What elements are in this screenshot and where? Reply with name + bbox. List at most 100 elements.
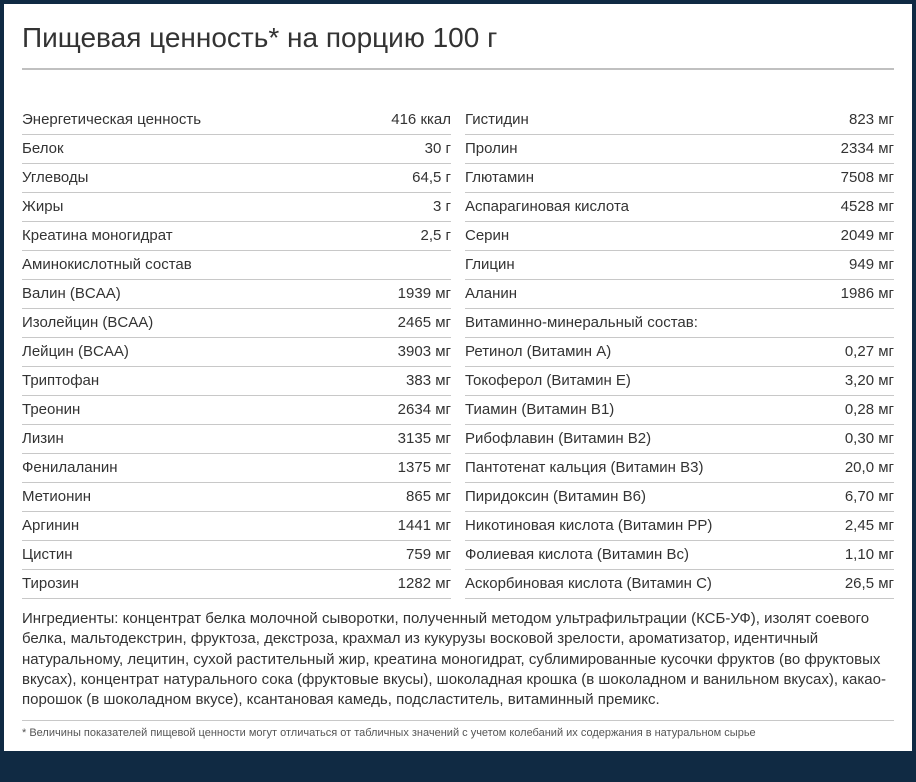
nutrition-row: Витаминно-минеральный состав:: [465, 309, 894, 338]
nutrition-label: Никотиновая кислота (Витамин PP): [465, 517, 712, 534]
nutrition-value: 759 мг: [406, 546, 451, 563]
nutrition-label: Триптофан: [22, 372, 99, 389]
nutrition-label: Пролин: [465, 140, 518, 157]
nutrition-label: Изолейцин (BCAA): [22, 314, 153, 331]
nutrition-row: Креатина моногидрат 2,5 г: [22, 222, 451, 251]
nutrition-label: Аминокислотный состав: [22, 256, 192, 273]
nutrition-row: Аминокислотный состав: [22, 251, 451, 280]
nutrition-value: 416 ккал: [391, 111, 451, 128]
nutrition-value: 20,0 мг: [845, 459, 894, 476]
nutrition-label: Метионин: [22, 488, 91, 505]
nutrition-label: Аскорбиновая кислота (Витамин C): [465, 575, 712, 592]
nutrition-row: Рибофлавин (Витамин B2) 0,30 мг: [465, 425, 894, 454]
nutrition-label: Пантотенат кальция (Витамин B3): [465, 459, 703, 476]
ingredients-text: Ингредиенты: концентрат белка молочной с…: [22, 599, 894, 720]
nutrition-row: Цистин 759 мг: [22, 541, 451, 570]
nutrition-label: Углеводы: [22, 169, 88, 186]
nutrition-value: 6,70 мг: [845, 488, 894, 505]
nutrition-value: 1282 мг: [398, 575, 451, 592]
nutrition-value: 3,20 мг: [845, 372, 894, 389]
nutrition-row: Глютамин 7508 мг: [465, 164, 894, 193]
nutrition-row: Энергетическая ценность416 ккал: [22, 106, 451, 135]
nutrition-row: Триптофан 383 мг: [22, 367, 451, 396]
nutrition-label: Ретинол (Витамин A): [465, 343, 611, 360]
nutrition-label: Лейцин (BCAA): [22, 343, 129, 360]
nutrition-value: 2,5 г: [421, 227, 452, 244]
nutrition-columns: Энергетическая ценность416 ккал Белок 30 г…: [22, 106, 894, 599]
nutrition-row: Пантотенат кальция (Витамин B3) 20,0 мг: [465, 454, 894, 483]
nutrition-value: 1441 мг: [398, 517, 451, 534]
nutrition-value: 7508 мг: [841, 169, 894, 186]
nutrition-value: 2634 мг: [398, 401, 451, 418]
nutrition-label: Цистин: [22, 546, 73, 563]
nutrition-value: 3 г: [433, 198, 451, 215]
nutrition-label: Тирозин: [22, 575, 79, 592]
nutrition-label: Аргинин: [22, 517, 79, 534]
nutrition-column-left: Энергетическая ценность416 ккал Белок 30 г…: [22, 106, 451, 599]
nutrition-row: Валин (BCAA) 1939 мг: [22, 280, 451, 309]
nutrition-value: 383 мг: [406, 372, 451, 389]
nutrition-value: 1375 мг: [398, 459, 451, 476]
nutrition-label: Белок: [22, 140, 64, 157]
nutrition-row: Белок 30 г: [22, 135, 451, 164]
nutrition-row: Пролин 2334 мг: [465, 135, 894, 164]
nutrition-label: Гистидин: [465, 111, 529, 128]
nutrition-row: Углеводы 64,5 г: [22, 164, 451, 193]
nutrition-row: Токоферол (Витамин E) 3,20 мг: [465, 367, 894, 396]
nutrition-value: 2334 мг: [841, 140, 894, 157]
nutrition-row: Лизин3135 мг: [22, 425, 451, 454]
nutrition-label: Рибофлавин (Витамин B2): [465, 430, 651, 447]
nutrition-value: 0,30 мг: [845, 430, 894, 447]
nutrition-row: Жиры 3 г: [22, 193, 451, 222]
nutrition-row: Тиамин (Витамин B1) 0,28 мг: [465, 396, 894, 425]
nutrition-value: 1,10 мг: [845, 546, 894, 563]
nutrition-value: 0,27 мг: [845, 343, 894, 360]
nutrition-label: Токоферол (Витамин E): [465, 372, 631, 389]
nutrition-label: Аланин: [465, 285, 517, 302]
nutrition-value: 823 мг: [849, 111, 894, 128]
nutrition-value: 2,45 мг: [845, 517, 894, 534]
nutrition-row: Ретинол (Витамин A) 0,27 мг: [465, 338, 894, 367]
nutrition-row: Метионин 865 мг: [22, 483, 451, 512]
nutrition-row: Фолиевая кислота (Витамин Bc) 1,10 мг: [465, 541, 894, 570]
nutrition-value: 64,5 г: [412, 169, 451, 186]
nutrition-value: 865 мг: [406, 488, 451, 505]
nutrition-row: Никотиновая кислота (Витамин PP) 2,45 мг: [465, 512, 894, 541]
nutrition-value: 3903 мг: [398, 343, 451, 360]
nutrition-label: Витаминно-минеральный состав:: [465, 314, 698, 331]
nutrition-row: Глицин 949 мг: [465, 251, 894, 280]
nutrition-label: Треонин: [22, 401, 80, 418]
nutrition-value: 949 мг: [849, 256, 894, 273]
nutrition-label: Креатина моногидрат: [22, 227, 173, 244]
nutrition-value: 1986 мг: [841, 285, 894, 302]
nutrition-row: Аргинин 1441 мг: [22, 512, 451, 541]
nutrition-label: Глицин: [465, 256, 515, 273]
nutrition-row: Аланин 1986 мг: [465, 280, 894, 309]
nutrition-value: 0,28 мг: [845, 401, 894, 418]
nutrition-row: Тирозин 1282 мг: [22, 570, 451, 599]
nutrition-value: 2465 мг: [398, 314, 451, 331]
nutrition-row: Пиридоксин (Витамин B6)6,70 мг: [465, 483, 894, 512]
nutrition-column-right: Гистидин 823 мг Пролин 2334 мг Глютамин 7508 …: [465, 106, 894, 599]
nutrition-value: 1939 мг: [398, 285, 451, 302]
nutrition-row: Изолейцин (BCAA) 2465 мг: [22, 309, 451, 338]
nutrition-value: 26,5 мг: [845, 575, 894, 592]
nutrition-row: Гистидин 823 мг: [465, 106, 894, 135]
nutrition-label: Серин: [465, 227, 509, 244]
nutrition-label: Глютамин: [465, 169, 534, 186]
nutrition-value: 4528 мг: [841, 198, 894, 215]
nutrition-label: Аспарагиновая кислота: [465, 198, 629, 215]
nutrition-label: Фолиевая кислота (Витамин Bc): [465, 546, 689, 563]
nutrition-row: Аскорбиновая кислота (Витамин C) 26,5 мг: [465, 570, 894, 599]
nutrition-label: Фенилаланин: [22, 459, 118, 476]
nutrition-label: Тиамин (Витамин B1): [465, 401, 614, 418]
nutrition-value: 2049 мг: [841, 227, 894, 244]
nutrition-label: Лизин: [22, 430, 64, 447]
nutrition-label: Валин (BCAA): [22, 285, 121, 302]
nutrition-row: Лейцин (BCAA) 3903 мг: [22, 338, 451, 367]
nutrition-label: Жиры: [22, 198, 63, 215]
nutrition-row: Серин 2049 мг: [465, 222, 894, 251]
footnote-text: * Величины показателей пищевой ценности …: [22, 720, 894, 739]
nutrition-value: 30 г: [425, 140, 451, 157]
nutrition-row: Аспарагиновая кислота 4528 мг: [465, 193, 894, 222]
